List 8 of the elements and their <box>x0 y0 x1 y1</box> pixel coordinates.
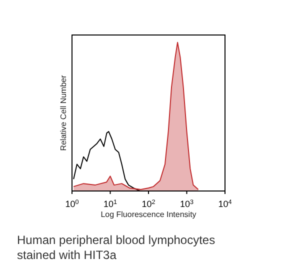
x-tick-label: 10$^{0}$ <box>65 198 80 209</box>
x-axis-title: Log Fluorescence Intensity <box>100 210 196 219</box>
text: Human peripheral blood lymphocytes stained with HIT3a <box>17 233 216 262</box>
x-tick-label: 10$^{2}$ <box>142 198 156 209</box>
x-tick-label: 10$^{1}$ <box>103 198 118 209</box>
x-tick-label: 10$^{4}$ <box>218 198 232 209</box>
x-tick-label: 10$^{3}$ <box>180 198 194 209</box>
y-axis-title: Relative Cell Number <box>59 74 68 151</box>
